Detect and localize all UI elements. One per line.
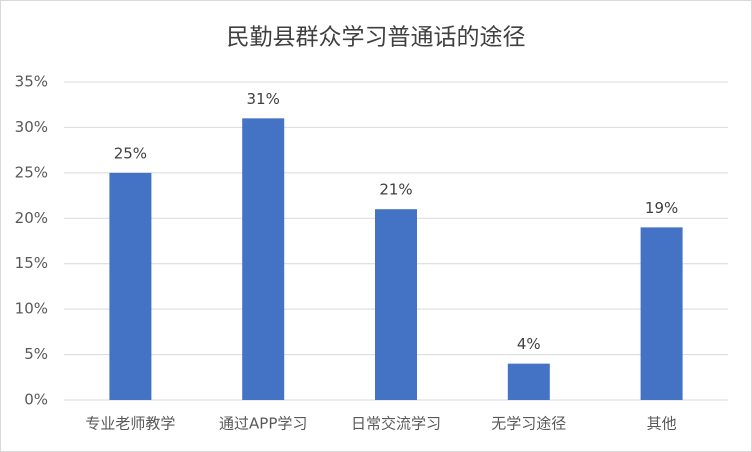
- chart-title: 民勤县群众学习普通话的途径: [227, 25, 526, 51]
- y-tick-label: 25%: [15, 163, 48, 181]
- y-tick-label: 20%: [15, 209, 48, 227]
- value-label: 31%: [247, 90, 280, 108]
- x-tick-label: 专业老师教学: [85, 415, 175, 433]
- x-tick-label: 日常交流学习: [351, 415, 441, 433]
- y-tick-label: 10%: [15, 300, 48, 318]
- bar: [507, 363, 550, 400]
- y-tick-label: 5%: [24, 345, 48, 363]
- y-tick-label: 30%: [15, 118, 48, 136]
- value-label: 19%: [645, 199, 678, 217]
- value-label: 4%: [517, 335, 541, 353]
- bar: [242, 118, 285, 400]
- x-tick-label: 无学习途径: [491, 415, 566, 433]
- bar: [375, 209, 417, 400]
- y-tick-label: 15%: [15, 254, 48, 272]
- value-label: 21%: [379, 181, 412, 199]
- bar: [640, 227, 683, 400]
- bar: [109, 172, 152, 400]
- y-tick-label: 35%: [15, 73, 48, 91]
- y-tick-label: 0%: [24, 391, 48, 409]
- x-tick-label: 其他: [647, 415, 677, 433]
- value-label: 25%: [114, 144, 147, 162]
- x-tick-label: 通过APP学习: [219, 415, 307, 433]
